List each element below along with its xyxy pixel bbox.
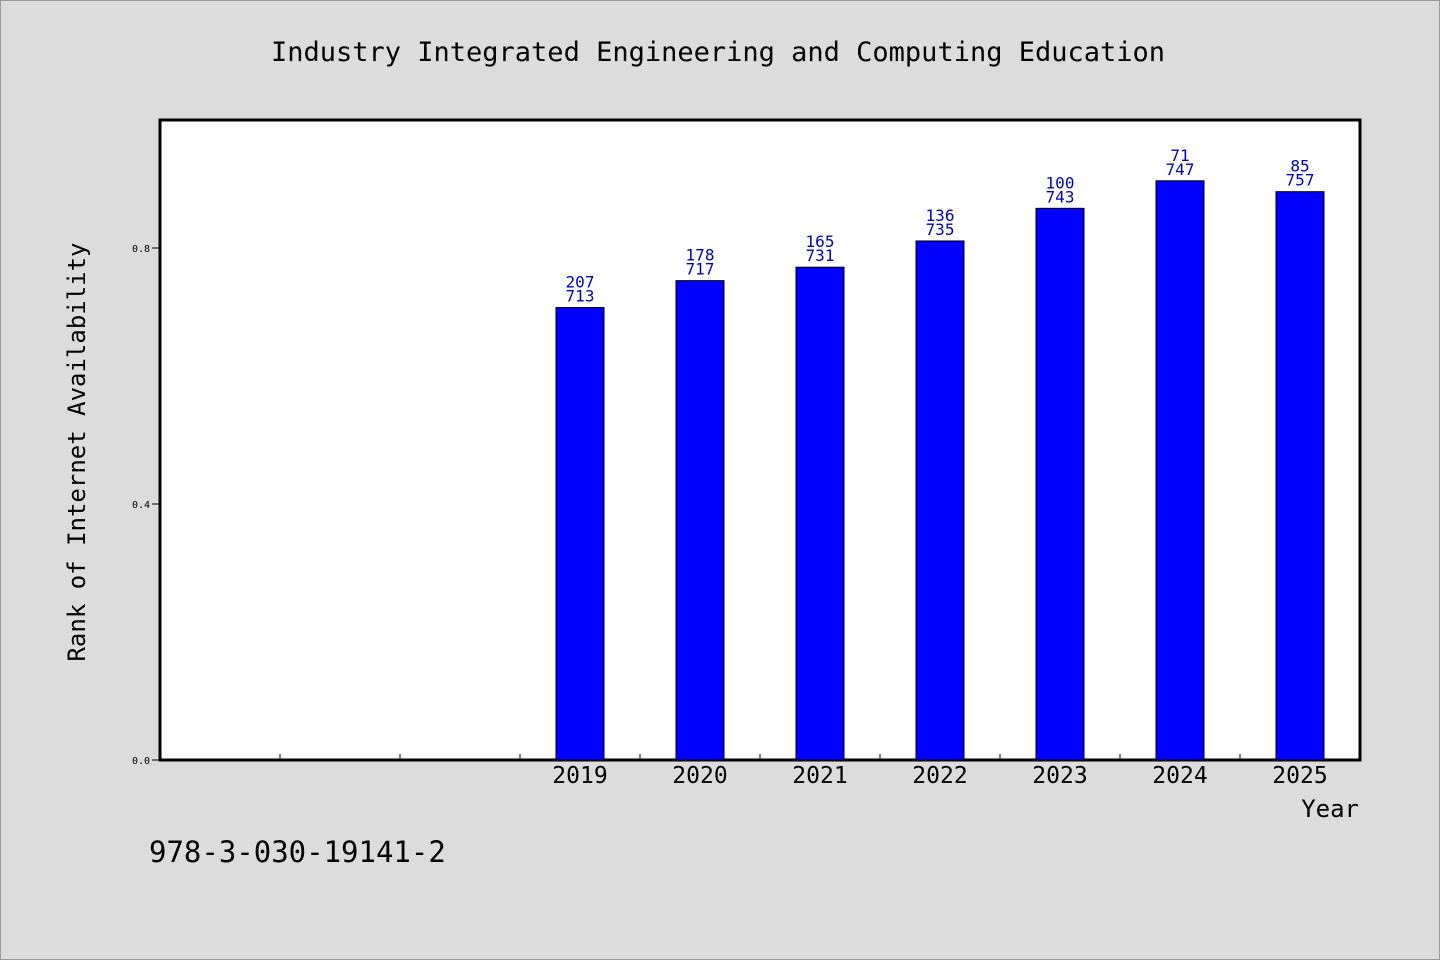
bar-label-top: 165	[806, 232, 835, 251]
bar-label-top: 207	[566, 273, 595, 292]
y-axis-ticks: 0.0 0.4 0.8	[132, 244, 160, 767]
bar-label-top: 178	[686, 246, 715, 265]
y-tick-label: 0.4	[132, 500, 150, 511]
bar-label-bottom: 731	[806, 246, 835, 265]
x-tick-label: 2023	[1032, 763, 1087, 789]
bar-label-bottom: 735	[926, 220, 955, 239]
bar-label-top: 100	[1046, 173, 1075, 192]
x-tick-label: 2019	[552, 763, 607, 789]
bar-label-bottom: 717	[686, 260, 715, 279]
x-axis-ticks: 2019 2020 2021 2022 2023 2024 2025	[279, 754, 1328, 789]
bar-label-top: 71	[1170, 146, 1189, 165]
bar	[1035, 207, 1085, 761]
bar-label-bottom: 713	[566, 287, 595, 306]
chart-title: Industry Integrated Engineering and Comp…	[271, 37, 1165, 68]
bar	[915, 240, 965, 761]
bar-label-bottom: 747	[1166, 160, 1195, 179]
bar	[675, 280, 725, 761]
x-tick-label: 2025	[1272, 763, 1327, 789]
x-tick-label: 2020	[672, 763, 727, 789]
bar	[1275, 191, 1325, 761]
y-tick-label: 0.0	[132, 756, 150, 767]
bar-label-bottom: 757	[1286, 171, 1315, 190]
bar	[555, 307, 605, 761]
bar	[795, 266, 845, 761]
bar	[1155, 180, 1205, 761]
bar-label-top: 136	[926, 206, 955, 225]
x-tick-label: 2024	[1152, 763, 1207, 789]
bar-label-bottom: 743	[1046, 187, 1075, 206]
bar-label-top: 85	[1290, 157, 1309, 176]
x-axis-label: Year	[1301, 795, 1359, 823]
y-axis-label: Rank of Internet Availability	[63, 242, 91, 661]
isbn-footnote: 978-3-030-19141-2	[149, 835, 446, 869]
y-tick-label: 0.8	[132, 244, 150, 255]
x-tick-label: 2021	[792, 763, 847, 789]
x-tick-label: 2022	[912, 763, 967, 789]
